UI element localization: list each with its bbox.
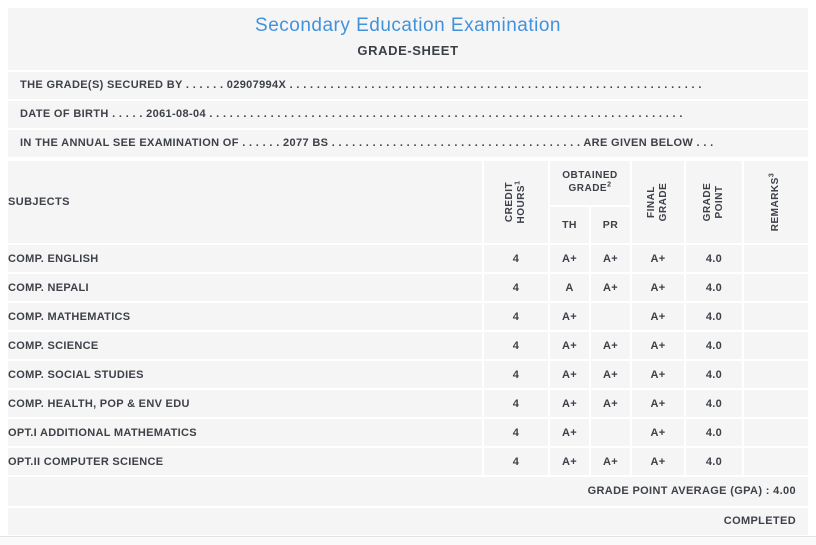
- subject-cell: COMP. NEPALI: [8, 274, 482, 301]
- subject-cell: COMP. HEALTH, POP & ENV EDU: [8, 390, 482, 417]
- th-grade-cell: A+: [550, 332, 589, 359]
- status-completed: COMPLETED: [8, 508, 808, 535]
- th-grade-cell: A+: [550, 303, 589, 330]
- th-grade-cell: A+: [550, 448, 589, 475]
- remarks-text: REMARKS: [770, 177, 781, 232]
- pr-grade-cell: [591, 419, 630, 446]
- table-row: COMP. MATHEMATICS 4 A+ A+ 4.0: [8, 303, 808, 330]
- remarks-cell: [744, 303, 808, 330]
- table-row: COMP. ENGLISH 4 A+ A+ A+ 4.0: [8, 245, 808, 272]
- grade-point-text: GRADE POINT: [702, 182, 725, 222]
- final-grade-cell: A+: [632, 390, 684, 417]
- final-grade-cell: A+: [632, 303, 684, 330]
- grade-table: SUBJECTS CREDIT HOURS1 OBTAINED GRADE2 F…: [6, 159, 810, 477]
- col-header-obtained-grade: OBTAINED GRADE2: [550, 161, 630, 205]
- th-grade-cell: A: [550, 274, 589, 301]
- remarks-cell: [744, 245, 808, 272]
- gpa-summary: GRADE POINT AVERAGE (GPA) : 4.00: [8, 477, 808, 506]
- credit-cell: 4: [484, 245, 548, 272]
- table-row: OPT.II COMPUTER SCIENCE 4 A+ A+ A+ 4.0: [8, 448, 808, 475]
- table-row: COMP. SCIENCE 4 A+ A+ A+ 4.0: [8, 332, 808, 359]
- grade-point-rotated-label: GRADE POINT: [686, 161, 742, 243]
- subject-cell: COMP. ENGLISH: [8, 245, 482, 272]
- table-row: OPT.I ADDITIONAL MATHEMATICS 4 A+ A+ 4.0: [8, 419, 808, 446]
- page-subtitle: GRADE-SHEET: [357, 43, 459, 58]
- grade-point-cell: 4.0: [686, 274, 742, 301]
- grade-point-cell: 4.0: [686, 245, 742, 272]
- grade-point-cell: 4.0: [686, 390, 742, 417]
- th-grade-cell: A+: [550, 390, 589, 417]
- col-header-subjects: SUBJECTS: [8, 161, 482, 243]
- credit-cell: 4: [484, 390, 548, 417]
- col-header-th: TH: [550, 207, 589, 243]
- subject-cell: OPT.I ADDITIONAL MATHEMATICS: [8, 419, 482, 446]
- info-line-grades-secured-by: THE GRADE(S) SECURED BY . . . . . . 0290…: [8, 72, 808, 99]
- pr-grade-cell: A+: [591, 245, 630, 272]
- table-row: COMP. HEALTH, POP & ENV EDU 4 A+ A+ A+ 4…: [8, 390, 808, 417]
- info-line-date-of-birth: DATE OF BIRTH . . . . . 2061-08-04 . . .…: [8, 101, 808, 128]
- final-grade-cell: A+: [632, 332, 684, 359]
- final-grade-cell: A+: [632, 361, 684, 388]
- pr-grade-cell: A+: [591, 361, 630, 388]
- th-grade-cell: A+: [550, 245, 589, 272]
- th-grade-cell: A+: [550, 361, 589, 388]
- credit-hours-text: CREDIT HOURS: [504, 181, 527, 224]
- credit-cell: 4: [484, 361, 548, 388]
- remarks-cell: [744, 274, 808, 301]
- subject-cell: OPT.II COMPUTER SCIENCE: [8, 448, 482, 475]
- final-grade-rotated-label: FINAL GRADE: [632, 161, 684, 243]
- grade-point-cell: 4.0: [686, 448, 742, 475]
- subject-cell: COMP. SCIENCE: [8, 332, 482, 359]
- credit-cell: 4: [484, 448, 548, 475]
- table-row: COMP. SOCIAL STUDIES 4 A+ A+ A+ 4.0: [8, 361, 808, 388]
- credit-cell: 4: [484, 332, 548, 359]
- subject-cell: COMP. SOCIAL STUDIES: [8, 361, 482, 388]
- final-grade-cell: A+: [632, 274, 684, 301]
- credit-cell: 4: [484, 274, 548, 301]
- credit-cell: 4: [484, 419, 548, 446]
- grade-point-cell: 4.0: [686, 332, 742, 359]
- col-header-pr: PR: [591, 207, 630, 243]
- th-grade-cell: A+: [550, 419, 589, 446]
- pr-grade-cell: [591, 303, 630, 330]
- remarks-cell: [744, 419, 808, 446]
- final-grade-text: FINAL GRADE: [646, 182, 669, 222]
- subject-cell: COMP. MATHEMATICS: [8, 303, 482, 330]
- info-line-examination-year: IN THE ANNUAL SEE EXAMINATION OF . . . .…: [8, 130, 808, 157]
- table-row: COMP. NEPALI 4 A A+ A+ 4.0: [8, 274, 808, 301]
- credit-hours-rotated-label: CREDIT HOURS1: [484, 161, 548, 243]
- obtained-grade-footnote: 2: [607, 181, 612, 189]
- pr-grade-cell: A+: [591, 390, 630, 417]
- grade-point-cell: 4.0: [686, 303, 742, 330]
- col-header-grade-point: GRADE POINT: [686, 161, 742, 243]
- credit-cell: 4: [484, 303, 548, 330]
- pr-grade-cell: A+: [591, 274, 630, 301]
- col-header-final-grade: FINAL GRADE: [632, 161, 684, 243]
- remarks-footnote: 3: [768, 172, 776, 178]
- obtained-grade-text: OBTAINED GRADE: [562, 170, 618, 194]
- final-grade-cell: A+: [632, 245, 684, 272]
- remarks-cell: [744, 361, 808, 388]
- pr-grade-cell: A+: [591, 332, 630, 359]
- col-header-remarks: REMARKS3: [744, 161, 808, 243]
- page-title: Secondary Education Examination: [255, 15, 561, 36]
- credit-hours-footnote: 1: [514, 180, 522, 185]
- remarks-cell: [744, 390, 808, 417]
- pr-grade-cell: A+: [591, 448, 630, 475]
- title-block: Secondary Education Examination GRADE-SH…: [8, 8, 808, 70]
- col-header-credit-hours: CREDIT HOURS1: [484, 161, 548, 243]
- remarks-rotated-label: REMARKS3: [744, 161, 808, 243]
- final-grade-cell: A+: [632, 448, 684, 475]
- grade-point-cell: 4.0: [686, 419, 742, 446]
- remarks-cell: [744, 332, 808, 359]
- final-grade-cell: A+: [632, 419, 684, 446]
- grade-point-cell: 4.0: [686, 361, 742, 388]
- remarks-cell: [744, 448, 808, 475]
